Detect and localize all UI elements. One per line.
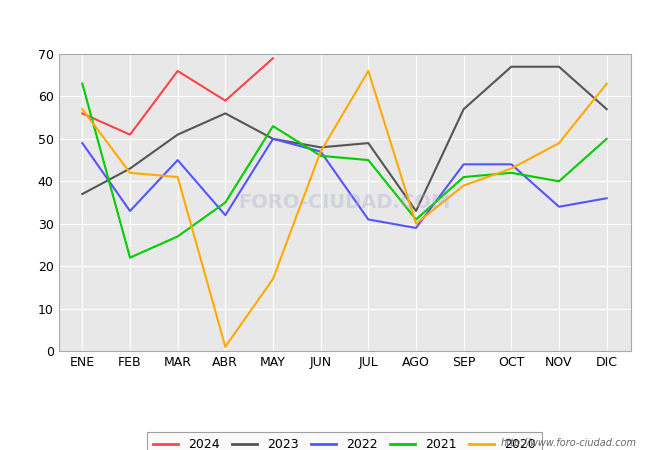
- Legend: 2024, 2023, 2022, 2021, 2020: 2024, 2023, 2022, 2021, 2020: [147, 432, 542, 450]
- Text: FORO-CIUDAD.COM: FORO-CIUDAD.COM: [239, 193, 450, 212]
- Text: http://www.foro-ciudad.com: http://www.foro-ciudad.com: [501, 438, 637, 448]
- Text: Matriculaciones de Vehiculos en Villanueva de la Cañada: Matriculaciones de Vehiculos en Villanue…: [89, 11, 561, 29]
